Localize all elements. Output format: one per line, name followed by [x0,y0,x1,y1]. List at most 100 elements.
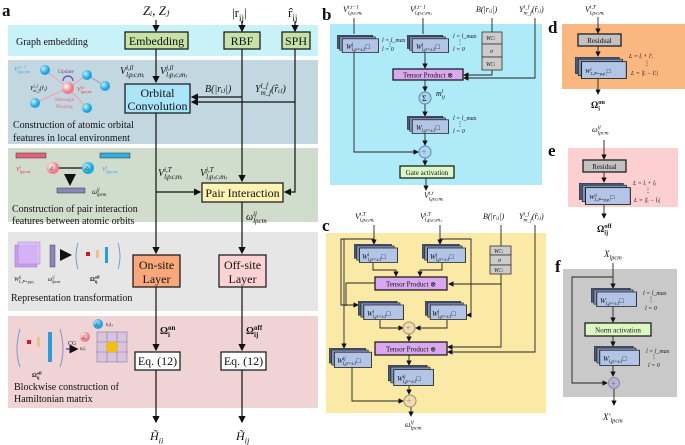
panel-label-f: f [555,257,561,276]
math-sup: ij [598,125,602,131]
math-sup: l_f [523,4,530,11]
embedding-label: Embedding [129,34,184,48]
math-sub: ij [604,230,608,237]
math-sup: off [604,223,612,230]
math-sup: j,t−1 [414,5,426,11]
math-sub: l,p=±1 [436,258,449,263]
math-sub: lᵢpᵢcᵢmᵢ [164,173,182,181]
math-sub: l,p=±1 [438,315,451,320]
input-atomic-numbers: Zᵢ, Zⱼ [143,3,170,18]
c-add-node-1 [402,321,416,335]
c-input-y: Yl_f m_f(r̂ᵢⱼ) [519,211,544,224]
math-sup: on [168,324,176,332]
panel-label-e: e [548,141,556,160]
b-weight-1-label: Wj l,p=±1□ [346,43,370,53]
illus-y: Yl_f m_f(r̂ᵢ) [30,83,47,92]
math-post: □ [381,253,386,261]
pair-interaction-box: Pair Interaction [201,182,284,203]
sph-label: SPH [285,34,307,48]
band-title-pair-2: features between atomic orbits [12,216,135,227]
c-weight-stack-4: Wj l,p=±1□ [425,301,467,320]
math-sub: l,p=±1 [609,360,622,365]
band-title-ham-1: Blockwise construction of [14,382,120,393]
math-sup: j,T [424,212,432,218]
c-weight-stack-2: Wj l,p=±1□ [422,244,466,263]
illus-omega-off: Ωoff ij [90,274,100,283]
panel-d: d Vi,T lᵢpᵢcᵢmᵢ Residual Wi L,P=pᵢp'ᵢ□ L =… [548,5,685,113]
eq-onsite-box: Eq. (12) [134,351,181,371]
label-h-ij: H̃ij [235,429,250,445]
math-sub: L,P=pᵢp'ᵢ [589,71,607,77]
input-distance: |rij| [232,5,247,23]
math-sub: L,P=pᵢpⱼ [18,279,35,285]
math-sub: lⱼpⱼcⱼmⱼ [425,217,442,223]
label-omega-on: Ωon i [160,324,176,339]
c-tensor-product-box-1: Tensor Product ⊗ [374,276,448,291]
f-plus-icon: + [611,379,616,388]
pair-label: Pair Interaction [205,186,279,200]
math-sup: ij [19,274,22,279]
math-sup: ij [253,210,257,218]
neighbor-atom [82,70,92,80]
rbf-box: RBF [223,31,261,50]
math-b: V [158,168,166,179]
math-post: □ [435,43,440,51]
band-title-pair-1: Construction of pair interaction [12,204,138,215]
b-sum-icon: Σ [422,94,427,103]
math-sub: i [168,331,170,339]
math-b: ω [246,212,253,223]
math-sub: lpcm [52,279,60,284]
math-sub: ij [442,94,446,100]
b-sum-node [418,91,432,105]
math-sup: j [437,310,440,315]
math-b: X' [602,412,611,422]
math-b: H̃ [235,429,246,443]
math-post: (|rᵢⱼ|) [481,5,498,14]
math-sub: lⱼpⱼcⱼmⱼ [106,169,119,174]
message-label-2: Passing [56,104,73,110]
c-plus-icon-1: + [406,323,411,333]
feature-vector-j [99,152,131,159]
d-output: Ωon i [591,99,605,112]
illus-v-prev: Vi,t−1 lⱼpⱼcⱼmⱼ [14,64,31,73]
center-atom [62,82,74,94]
sph-box: SPH [281,31,311,50]
b-input-brij: B(|rᵢⱼ|) [476,5,497,14]
math-sub: l,p=±1 [606,302,619,307]
math-sup: i [368,253,370,258]
orbital-convolution-box: Orbital Convolution [124,83,191,114]
math-sup: i,t−1 [18,64,26,70]
math-b: W [600,297,607,305]
illus-v-j: Vj lⱼpⱼcⱼmⱼ [102,164,119,173]
math-sup: ij [52,274,55,279]
math-sub: ij [37,375,40,380]
e-residual-label: Residual [592,163,617,171]
label-vi0: Vi,0 lᵢpᵢcᵢmᵢ [120,64,144,79]
math-post: (|rᵢⱼ|) [488,212,505,221]
c-weight-4-label: Wj l,p=±1□ [432,310,456,320]
b-mlp-sigma: σ [490,49,494,55]
label-h-ii: H̃ii [149,429,164,445]
label-sph-y: Yl_f m_f(r̂ᵢⱼ) [255,82,287,97]
panel-b: b Vi,t−1 lᵢpᵢcᵢmᵢ Vj,t−1 lⱼpⱼcⱼmⱼ B(|rᵢⱼ|)… [322,4,544,203]
math-b: W [346,43,353,51]
math-b: V [200,168,208,179]
math-sub: ij [95,279,98,284]
math-b: W [337,357,344,365]
math-sup: j,T [205,166,215,174]
math-b: W [585,68,591,75]
math-b: Y [519,5,525,14]
math-sub: m_f [33,88,40,93]
eq-offsite-label: Eq. (12) [224,354,263,368]
math-b: Y [255,84,262,95]
math-sub: m_f [523,216,533,223]
math-sub: ij [245,437,250,445]
math-b: V [120,66,128,77]
math-b: V [102,167,107,173]
neighbor-atom [100,81,110,91]
math-sup: l_f [523,211,530,218]
pair-illustration: Zᵢ Zⱼ Vi lᵢpᵢcᵢmᵢ Vj lⱼpⱼcⱼmⱼ ωij lpcm [15,152,131,198]
math-sup: ij [97,188,100,193]
panel-label-a: a [2,1,11,20]
math-sub: l,p=±1 [352,48,365,53]
